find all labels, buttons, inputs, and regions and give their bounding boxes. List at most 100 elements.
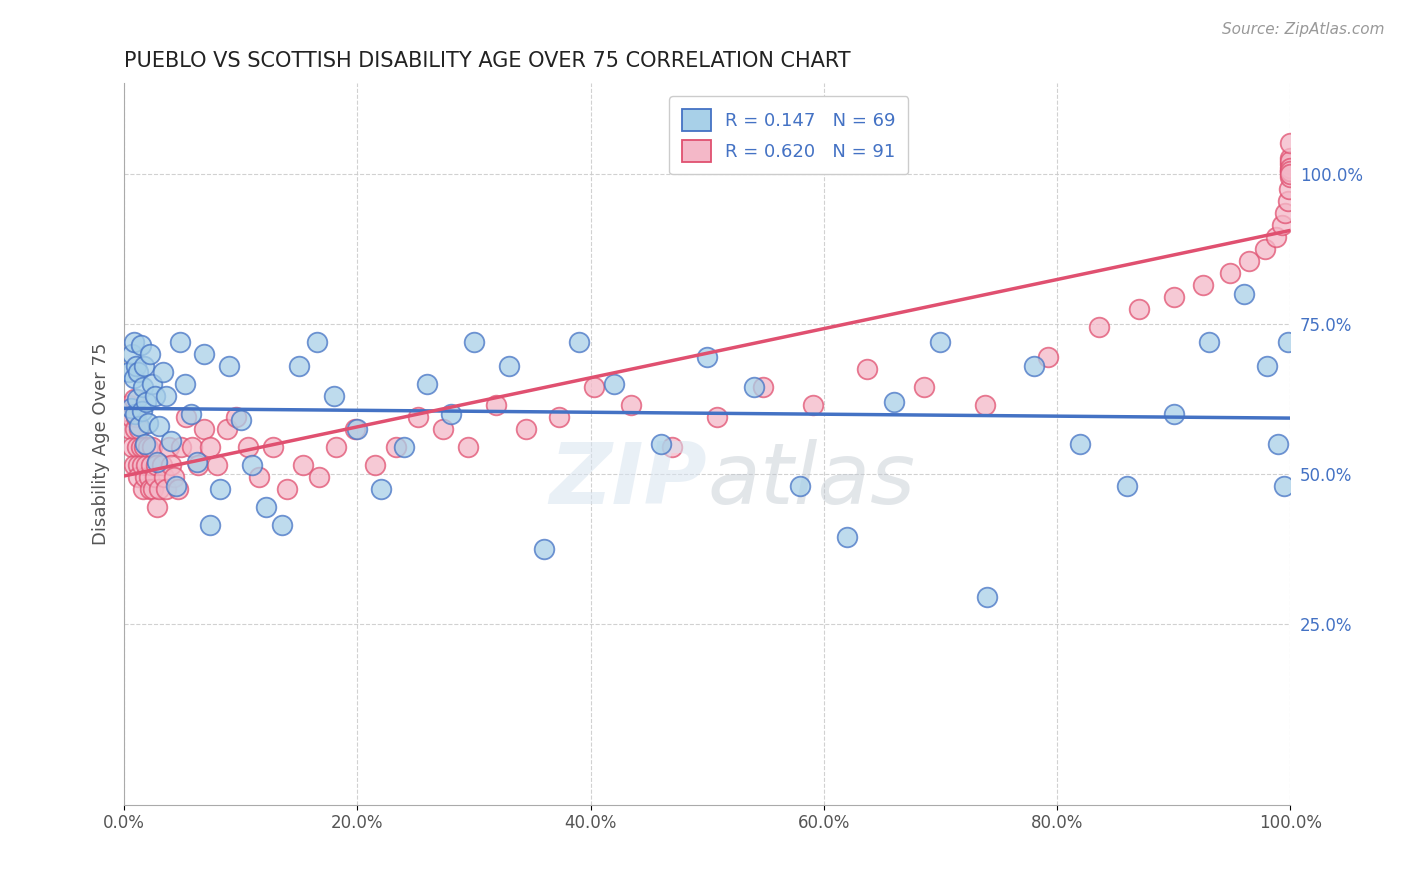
Point	[370, 482, 392, 496]
Point	[392, 440, 415, 454]
Point	[1279, 163, 1302, 178]
Point	[603, 376, 626, 391]
Point	[650, 437, 672, 451]
Point	[256, 500, 278, 515]
Point	[533, 542, 555, 557]
Point	[124, 407, 146, 421]
Point	[1279, 154, 1302, 169]
Point	[485, 398, 508, 412]
Point	[1278, 181, 1301, 195]
Point	[323, 389, 346, 403]
Point	[1239, 253, 1261, 268]
Point	[132, 380, 155, 394]
Point	[1279, 167, 1302, 181]
Point	[973, 398, 995, 412]
Point	[186, 455, 208, 469]
Point	[229, 413, 252, 427]
Point	[132, 440, 155, 454]
Point	[1274, 205, 1296, 219]
Y-axis label: Disability Age Over 75: Disability Age Over 75	[93, 343, 110, 545]
Point	[929, 334, 952, 349]
Point	[262, 440, 284, 454]
Point	[1232, 286, 1254, 301]
Point	[127, 458, 149, 472]
Point	[1253, 242, 1275, 256]
Point	[457, 440, 479, 454]
Point	[515, 422, 537, 436]
Point	[170, 440, 193, 454]
Point	[180, 440, 202, 454]
Point	[125, 440, 148, 454]
Point	[835, 530, 858, 544]
Point	[308, 470, 330, 484]
Point	[1271, 218, 1294, 232]
Point	[406, 409, 429, 424]
Point	[225, 409, 247, 424]
Point	[131, 458, 153, 472]
Point	[120, 409, 142, 424]
Point	[1163, 407, 1185, 421]
Point	[1036, 350, 1059, 364]
Point	[1256, 359, 1278, 373]
Point	[169, 334, 191, 349]
Point	[364, 458, 387, 472]
Point	[193, 422, 215, 436]
Point	[143, 389, 166, 403]
Point	[148, 419, 170, 434]
Point	[1218, 266, 1240, 280]
Point	[1022, 359, 1045, 373]
Point	[1191, 277, 1213, 292]
Point	[620, 398, 643, 412]
Point	[118, 365, 141, 379]
Point	[1279, 163, 1302, 178]
Point	[134, 437, 156, 451]
Point	[440, 407, 463, 421]
Point	[1128, 301, 1150, 316]
Point	[122, 392, 145, 406]
Point	[125, 359, 148, 373]
Point	[148, 482, 170, 496]
Point	[207, 458, 229, 472]
Point	[138, 470, 160, 484]
Point	[1088, 319, 1111, 334]
Point	[180, 407, 202, 421]
Point	[142, 482, 165, 496]
Point	[288, 359, 311, 373]
Point	[139, 482, 162, 496]
Point	[122, 334, 145, 349]
Point	[463, 334, 485, 349]
Point	[696, 350, 718, 364]
Point	[155, 389, 177, 403]
Point	[166, 482, 188, 496]
Point	[1116, 479, 1139, 493]
Point	[218, 359, 240, 373]
Point	[325, 440, 347, 454]
Point	[122, 458, 145, 472]
Point	[1265, 229, 1288, 244]
Point	[163, 470, 186, 484]
Point	[1279, 136, 1302, 151]
Point	[583, 380, 606, 394]
Point	[132, 359, 155, 373]
Point	[432, 422, 454, 436]
Point	[742, 380, 765, 394]
Point	[789, 479, 811, 493]
Point	[856, 362, 879, 376]
Point	[291, 458, 314, 472]
Point	[249, 470, 271, 484]
Point	[150, 458, 173, 472]
Point	[153, 470, 176, 484]
Point	[118, 398, 141, 412]
Point	[152, 365, 174, 379]
Point	[160, 458, 183, 472]
Point	[346, 422, 368, 436]
Point	[173, 376, 195, 391]
Point	[129, 338, 152, 352]
Point	[215, 422, 238, 436]
Point	[344, 422, 367, 436]
Point	[1279, 169, 1302, 184]
Point	[124, 422, 146, 436]
Point	[157, 440, 180, 454]
Point	[976, 591, 998, 605]
Point	[141, 376, 163, 391]
